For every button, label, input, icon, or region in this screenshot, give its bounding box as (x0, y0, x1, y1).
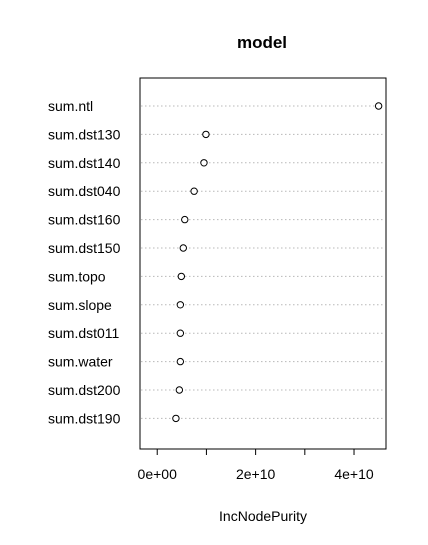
plot-frame (139, 77, 387, 450)
data-point (177, 272, 186, 281)
category-label: sum.slope (48, 297, 112, 313)
row-grid-lines (141, 105, 385, 419)
category-label: sum.water (48, 354, 113, 370)
data-point (176, 357, 185, 366)
category-label: sum.ntl (48, 98, 93, 114)
category-label: sum.topo (48, 268, 106, 284)
category-label: sum.dst150 (48, 240, 121, 256)
chart-title: model (237, 33, 287, 52)
data-point (179, 244, 187, 252)
data-point (200, 159, 208, 167)
category-labels: sum.ntl sum.dst130 sum.dst140 sum.dst040 sum… (48, 98, 121, 426)
x-tick-label: 2e+10 (236, 466, 276, 482)
category-label: sum.dst040 (48, 183, 121, 199)
data-point (175, 386, 184, 394)
category-label: sum.dst190 (48, 410, 121, 426)
data-point (176, 329, 185, 337)
category-label: sum.dst160 (48, 212, 121, 228)
x-axis-label: IncNodePurity (219, 508, 307, 524)
category-label: sum.dst130 (48, 126, 121, 142)
data-point (181, 215, 189, 224)
category-label: sum.dst200 (48, 382, 121, 398)
category-label: sum.dst140 (48, 155, 121, 171)
data-points (172, 102, 383, 423)
data-point (176, 301, 185, 309)
x-tick-label: 0e+00 (138, 466, 178, 482)
data-point (202, 130, 210, 139)
data-point (190, 187, 198, 195)
data-point (172, 414, 180, 423)
category-label: sum.dst011 (48, 325, 120, 341)
data-point (374, 102, 383, 110)
x-tick-label: 4e+10 (334, 466, 374, 482)
x-axis: 0e+00 2e+10 4e+10 (138, 448, 374, 482)
